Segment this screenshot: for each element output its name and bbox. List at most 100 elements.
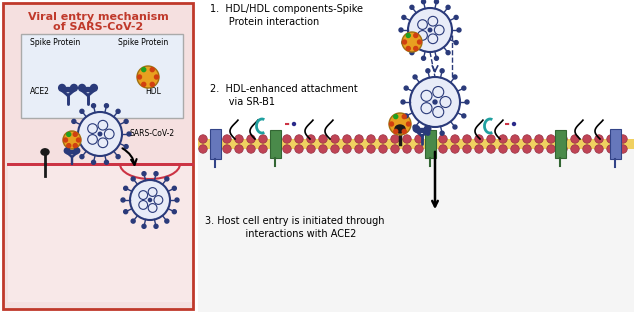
- Circle shape: [571, 145, 579, 153]
- Bar: [198, 149, 634, 312]
- Circle shape: [175, 198, 179, 202]
- Text: Viral entry mechanism: Viral entry mechanism: [28, 12, 169, 22]
- Circle shape: [210, 145, 219, 153]
- Circle shape: [559, 135, 567, 143]
- Circle shape: [271, 135, 279, 143]
- Circle shape: [74, 132, 77, 136]
- Circle shape: [131, 219, 135, 223]
- Text: Spike Protein: Spike Protein: [118, 38, 168, 47]
- Circle shape: [394, 129, 398, 133]
- Circle shape: [91, 85, 98, 91]
- Circle shape: [418, 20, 427, 29]
- Circle shape: [523, 145, 531, 153]
- Text: ACE2: ACE2: [30, 87, 50, 96]
- Circle shape: [98, 138, 108, 148]
- Circle shape: [223, 135, 231, 143]
- Circle shape: [124, 119, 128, 124]
- Circle shape: [235, 135, 243, 143]
- Circle shape: [410, 77, 460, 127]
- Circle shape: [67, 132, 71, 136]
- Circle shape: [595, 135, 603, 143]
- Circle shape: [559, 145, 567, 153]
- Circle shape: [499, 135, 507, 143]
- Circle shape: [440, 131, 444, 135]
- Circle shape: [413, 125, 417, 129]
- Circle shape: [319, 135, 327, 143]
- Circle shape: [422, 0, 425, 4]
- Circle shape: [399, 28, 403, 32]
- Circle shape: [223, 145, 231, 153]
- Circle shape: [139, 191, 148, 199]
- Circle shape: [91, 104, 96, 108]
- Circle shape: [235, 145, 243, 153]
- Circle shape: [124, 186, 127, 190]
- Circle shape: [434, 0, 439, 4]
- Circle shape: [418, 31, 427, 40]
- FancyBboxPatch shape: [66, 150, 78, 154]
- Circle shape: [595, 145, 603, 153]
- Circle shape: [366, 145, 375, 153]
- Ellipse shape: [395, 125, 405, 133]
- Circle shape: [259, 135, 268, 143]
- Circle shape: [247, 145, 256, 153]
- Circle shape: [440, 96, 451, 108]
- Circle shape: [454, 41, 458, 45]
- Circle shape: [138, 75, 141, 79]
- Circle shape: [116, 155, 120, 159]
- Circle shape: [403, 145, 411, 153]
- Circle shape: [155, 75, 158, 79]
- Circle shape: [415, 145, 424, 153]
- Circle shape: [98, 132, 102, 136]
- Circle shape: [463, 145, 471, 153]
- Circle shape: [428, 28, 432, 32]
- Circle shape: [391, 135, 399, 143]
- Circle shape: [413, 126, 420, 132]
- Circle shape: [87, 134, 98, 144]
- Circle shape: [74, 144, 77, 148]
- Bar: [555, 130, 566, 158]
- Bar: [210, 129, 221, 159]
- Circle shape: [406, 122, 410, 126]
- Circle shape: [391, 145, 399, 153]
- Circle shape: [410, 5, 414, 9]
- Circle shape: [547, 145, 555, 153]
- Circle shape: [154, 224, 158, 228]
- Circle shape: [378, 135, 387, 143]
- Circle shape: [619, 145, 627, 153]
- Circle shape: [378, 145, 387, 153]
- Circle shape: [124, 210, 127, 214]
- Circle shape: [402, 41, 406, 45]
- Circle shape: [418, 40, 422, 44]
- Circle shape: [77, 138, 81, 142]
- Circle shape: [331, 145, 339, 153]
- Circle shape: [434, 56, 439, 60]
- Text: of SARS-CoV-2: of SARS-CoV-2: [53, 22, 143, 32]
- Circle shape: [154, 196, 163, 204]
- Bar: [198, 139, 634, 149]
- Circle shape: [165, 219, 169, 223]
- Circle shape: [247, 135, 256, 143]
- Circle shape: [404, 114, 408, 118]
- Circle shape: [408, 8, 452, 52]
- Circle shape: [59, 85, 65, 91]
- Circle shape: [121, 198, 125, 202]
- Circle shape: [433, 106, 444, 118]
- Circle shape: [80, 155, 84, 159]
- Circle shape: [154, 172, 158, 176]
- Circle shape: [130, 180, 170, 220]
- Circle shape: [64, 148, 70, 154]
- FancyBboxPatch shape: [415, 128, 429, 133]
- Circle shape: [142, 82, 146, 86]
- Circle shape: [446, 51, 450, 55]
- Circle shape: [534, 135, 543, 143]
- Circle shape: [72, 144, 76, 149]
- Circle shape: [142, 172, 146, 176]
- Bar: [610, 129, 621, 159]
- Circle shape: [428, 16, 437, 26]
- Circle shape: [511, 145, 519, 153]
- Circle shape: [462, 86, 466, 90]
- Circle shape: [343, 135, 351, 143]
- Circle shape: [307, 145, 315, 153]
- Circle shape: [210, 135, 219, 143]
- Circle shape: [366, 135, 375, 143]
